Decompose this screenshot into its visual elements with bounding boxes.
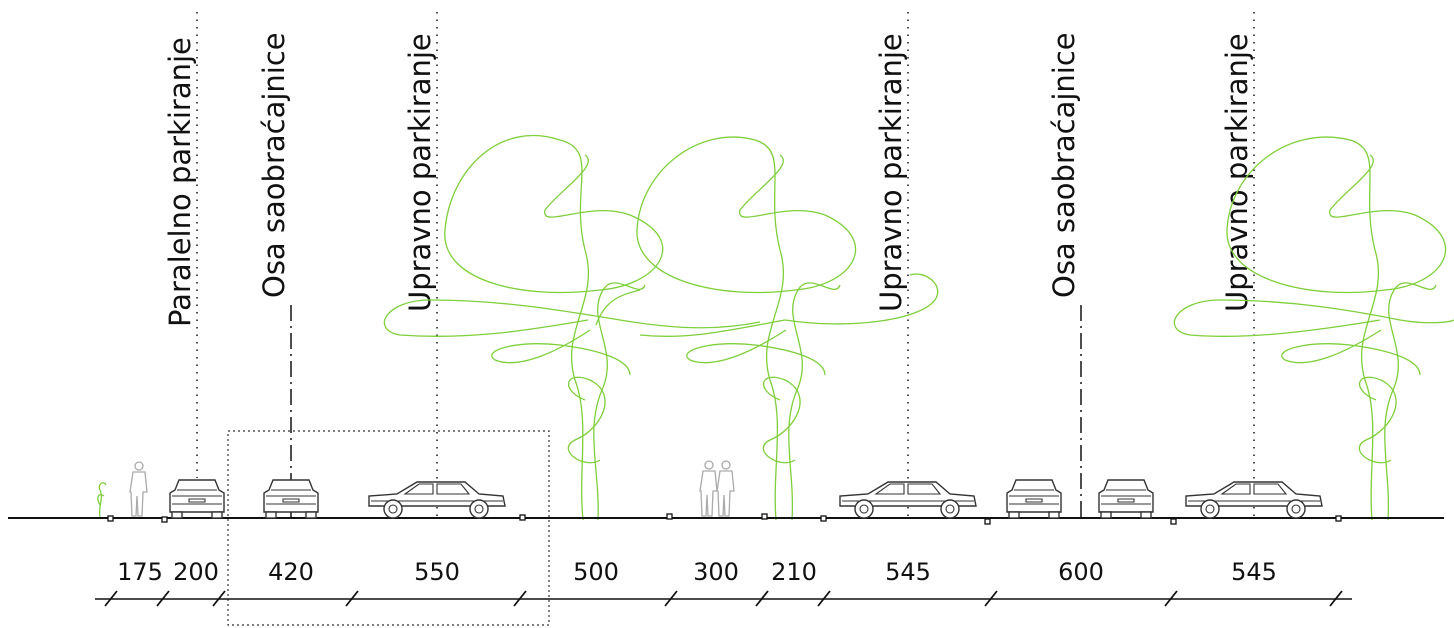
dimension-label: 545 bbox=[1231, 558, 1277, 586]
dimension-label: 175 bbox=[117, 558, 163, 586]
dimension-label: 545 bbox=[885, 558, 931, 586]
label-upravno-1: Upravno parkiranje bbox=[403, 33, 437, 312]
trees bbox=[97, 134, 1454, 521]
car-rear-icon bbox=[169, 479, 225, 519]
pedestrian-icon bbox=[129, 461, 148, 517]
label-osa-1: Osa saobraćajnice bbox=[257, 32, 291, 298]
dimension-label: 300 bbox=[693, 558, 739, 586]
curb-marker-icon bbox=[820, 515, 827, 522]
tree-icon bbox=[636, 136, 939, 521]
curb-marker-icon bbox=[107, 515, 114, 522]
dimension-label: 420 bbox=[268, 558, 314, 586]
dimension-chain: 175 200 420 550 500 300 210 545 600 545 bbox=[95, 558, 1352, 607]
axis-lines bbox=[196, 12, 1255, 520]
dimension-label: 550 bbox=[414, 558, 460, 586]
car-side-icon bbox=[1185, 481, 1323, 519]
dimension-tick bbox=[984, 590, 998, 607]
dimension-labels: 175 200 420 550 500 300 210 545 600 545 bbox=[117, 558, 1277, 586]
tree-icon bbox=[383, 134, 761, 521]
dimension-tick bbox=[1329, 590, 1343, 607]
curb-marker-icon bbox=[161, 516, 168, 523]
curb-marker-icon bbox=[761, 513, 768, 520]
curb-marker-icon bbox=[519, 514, 526, 521]
dimension-label: 200 bbox=[173, 558, 219, 586]
dimension-tick bbox=[1164, 590, 1178, 607]
car-rear-icon bbox=[1006, 479, 1062, 519]
dimension-tick bbox=[664, 590, 678, 607]
label-osa-2: Osa saobraćajnice bbox=[1047, 32, 1081, 298]
detail-box bbox=[227, 430, 550, 626]
dimension-label: 600 bbox=[1058, 558, 1104, 586]
dimension-ticks bbox=[104, 590, 1343, 607]
car-side-icon bbox=[839, 481, 977, 519]
dimension-tick bbox=[212, 590, 226, 607]
car-rear-icon bbox=[263, 479, 319, 519]
curb-marker-icon bbox=[1335, 515, 1342, 522]
dimension-tick bbox=[156, 590, 170, 607]
dimension-tick bbox=[513, 590, 527, 607]
dimension-tick bbox=[104, 590, 118, 607]
curb-marker-icon bbox=[984, 518, 991, 525]
curb-markers bbox=[107, 513, 1342, 525]
dimension-tick bbox=[345, 590, 359, 607]
curb-marker-icon bbox=[666, 513, 673, 520]
cars bbox=[169, 479, 1323, 519]
label-paralelno: Paralelno parkiranje bbox=[163, 37, 197, 327]
pedestrians-icon bbox=[699, 460, 735, 517]
dimension-label: 500 bbox=[573, 558, 619, 586]
dimension-label: 210 bbox=[771, 558, 817, 586]
label-upravno-2: Upravno parkiranje bbox=[874, 33, 908, 312]
car-side-icon bbox=[368, 481, 506, 519]
curb-marker-icon bbox=[1170, 518, 1177, 525]
shrub-icon bbox=[97, 482, 107, 519]
car-rear-icon bbox=[1098, 479, 1154, 519]
label-upravno-3: Upravno parkiranje bbox=[1220, 33, 1254, 312]
dimension-tick bbox=[817, 590, 831, 607]
axis-labels: Paralelno parkiranje Osa saobraćajnice U… bbox=[163, 32, 1254, 327]
tree-icon bbox=[1173, 136, 1454, 521]
dimension-tick bbox=[755, 590, 769, 607]
